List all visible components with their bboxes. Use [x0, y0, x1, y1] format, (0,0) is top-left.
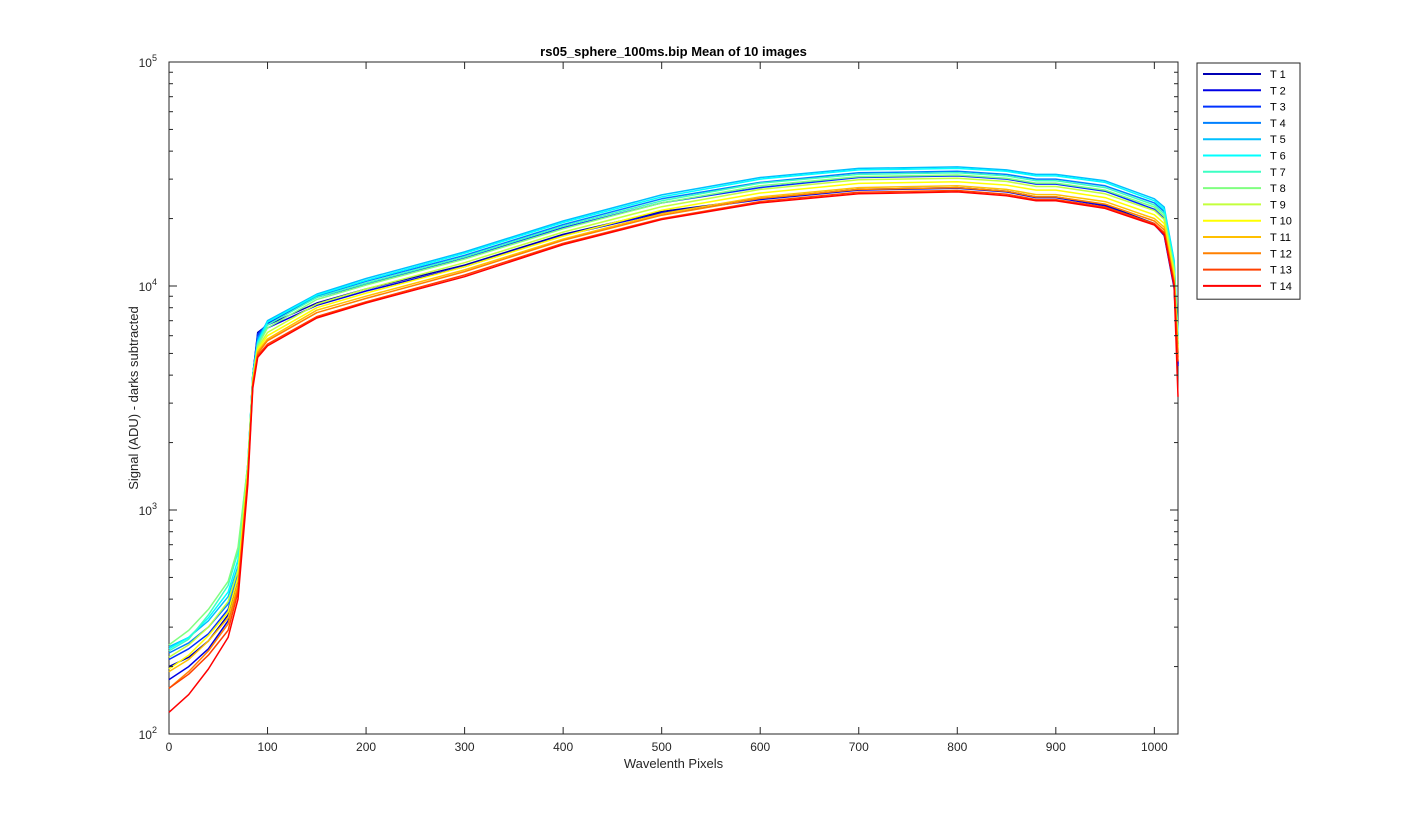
- legend-label: T 1: [1270, 69, 1286, 81]
- legend-label: T 3: [1270, 102, 1286, 114]
- y-axis: 102 103 104 105: [139, 53, 1178, 742]
- x-tick-label: 100: [258, 740, 278, 754]
- x-tick-label: 500: [652, 740, 672, 754]
- x-tick-label: 400: [553, 740, 573, 754]
- series-line-14: [168, 191, 1179, 713]
- legend-label: T 9: [1270, 199, 1286, 211]
- x-tick-label: 0: [166, 740, 173, 754]
- x-tick-label: 700: [849, 740, 869, 754]
- legend-label: T 4: [1270, 118, 1286, 130]
- y-tick-label: 104: [139, 277, 157, 294]
- y-tick-label: 105: [139, 53, 157, 70]
- legend-label: T 10: [1270, 216, 1292, 228]
- legend: T 1 T 2 T 3 T 4 T 5 T 6 T 7 T 8 T 9 T 10 T 11 T 12 T…: [1196, 62, 1301, 300]
- legend-label: T 2: [1270, 85, 1286, 97]
- series-line-7: [168, 172, 1179, 652]
- legend-label: T 11: [1270, 232, 1291, 244]
- y-tick-label: 102: [139, 725, 157, 742]
- x-tick-label: 800: [947, 740, 967, 754]
- legend-label: T 7: [1270, 167, 1286, 179]
- legend-label: T 14: [1270, 281, 1292, 293]
- x-tick-label: 600: [750, 740, 770, 754]
- series-line-8: [168, 174, 1179, 646]
- legend-label: T 12: [1270, 248, 1292, 260]
- series-layer: [168, 166, 1179, 713]
- legend-label: T 6: [1270, 151, 1286, 163]
- x-tick-label: 1000: [1141, 740, 1168, 754]
- series-line-6: [168, 167, 1179, 650]
- legend-label: T 5: [1270, 134, 1286, 146]
- chart-title: rs05_sphere_100ms.bip Mean of 10 images: [540, 44, 807, 59]
- legend-label: T 8: [1270, 183, 1286, 195]
- legend-label: T 13: [1270, 265, 1292, 277]
- plot-area: 0 100 200 300 400 500 600 700 800 900 1000 1021031…: [139, 53, 1179, 754]
- y-axis-label: Signal (ADU) - darks subtracted: [126, 306, 141, 490]
- x-tick-label: 900: [1046, 740, 1066, 754]
- legend-box: [1196, 62, 1301, 300]
- x-axis: 0 100 200 300 400 500 600 700 800 900 1000: [166, 62, 1168, 754]
- x-tick-label: 300: [455, 740, 475, 754]
- y-tick-label: 103: [139, 501, 157, 518]
- axes-box: [168, 61, 1179, 735]
- x-tick-label: 200: [356, 740, 376, 754]
- x-axis-label: Wavelenth Pixels: [624, 756, 724, 771]
